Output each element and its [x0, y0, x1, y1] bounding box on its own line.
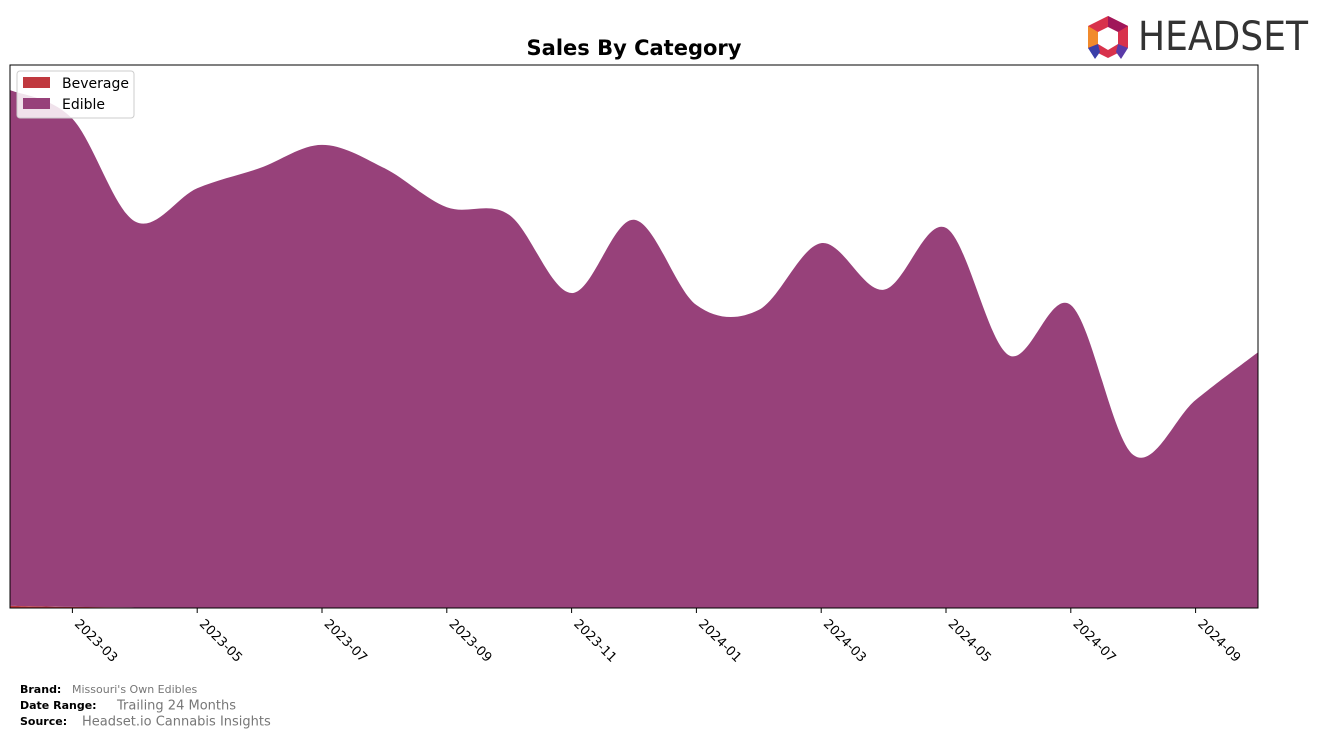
x-tick-label: 2023-03: [71, 617, 120, 666]
legend-swatch: [23, 98, 50, 109]
x-tick-label: 2024-09: [1194, 617, 1243, 666]
footer-label: Date Range:: [20, 699, 97, 712]
x-tick-label: 2024-05: [945, 617, 994, 666]
logo-icon-part: [1088, 26, 1098, 48]
x-tick-label: 2023-09: [445, 617, 494, 666]
legend-label: Beverage: [62, 76, 129, 92]
plot-frame: [9, 64, 1259, 609]
x-tick-label: 2023-07: [321, 617, 370, 666]
x-tick-label: 2024-03: [820, 617, 869, 666]
footer-label: Brand:: [20, 683, 61, 696]
logo-icon-hole: [1098, 27, 1118, 50]
logo-icon-part: [1108, 16, 1128, 32]
area: [10, 89, 1258, 609]
legend-label: Edible: [62, 97, 105, 113]
legend-swatch: [23, 77, 50, 88]
logo: HEADSET: [1088, 14, 1308, 60]
footer-label: Source:: [20, 715, 67, 728]
x-tick-label: 2023-11: [570, 617, 619, 666]
logo-icon-part: [1116, 44, 1128, 59]
logo-icon-part: [1088, 44, 1100, 59]
x-tick-label: 2024-07: [1069, 617, 1118, 666]
x-tick-label: 2024-01: [695, 617, 744, 666]
chart-title: Sales By Category: [527, 36, 742, 60]
x-tick-label: 2023-05: [196, 617, 245, 666]
footer-value: Trailing 24 Months: [116, 699, 236, 714]
footer-value: Headset.io Cannabis Insights: [82, 715, 271, 730]
logo-text: HEADSET: [1138, 14, 1308, 60]
footer-value: Missouri's Own Edibles: [72, 683, 197, 696]
